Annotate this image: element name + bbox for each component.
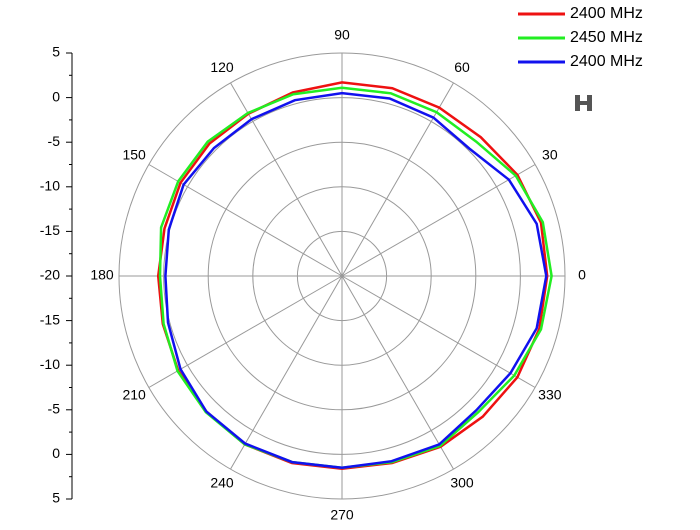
spoke: [341, 275, 454, 470]
series-line: [158, 86, 553, 470]
angle-label: 270: [330, 507, 354, 523]
spoke: [230, 275, 343, 470]
angle-label: 180: [90, 267, 114, 283]
angle-label: 210: [122, 387, 146, 403]
angle-label: 240: [210, 475, 234, 491]
angle-label: 60: [454, 59, 470, 75]
angle-label: 330: [538, 387, 562, 403]
spoke: [341, 164, 536, 277]
legend-label: 2450 MHz: [570, 29, 643, 46]
axis-tick-label: -10: [40, 178, 60, 194]
spoke: [341, 82, 454, 277]
axis-tick-label: -15: [40, 222, 60, 238]
spoke: [230, 82, 343, 277]
axis-tick-label: -10: [40, 356, 60, 372]
angle-label: 150: [122, 147, 146, 163]
legend-label: 2400 MHz: [570, 5, 643, 22]
angle-label: 0: [578, 267, 586, 283]
angle-label: 300: [450, 475, 474, 491]
axis-tick-label: 0: [52, 445, 60, 461]
logo-icon: [575, 95, 592, 111]
axis-tick-label: 5: [52, 490, 60, 506]
angle-label: 120: [210, 59, 234, 75]
axis-tick-label: -5: [48, 401, 61, 417]
axis-tick-label: -20: [40, 267, 60, 283]
legend-label: 2400 MHz: [570, 53, 643, 70]
angle-label: 30: [542, 147, 558, 163]
angle-label: 90: [334, 27, 350, 43]
axis-tick-label: 5: [52, 44, 60, 60]
spoke: [341, 275, 536, 388]
axis-tick-label: 0: [52, 88, 60, 104]
axis-tick-label: -15: [40, 311, 60, 327]
axis-tick-label: -5: [48, 133, 61, 149]
series-line: [164, 91, 548, 470]
